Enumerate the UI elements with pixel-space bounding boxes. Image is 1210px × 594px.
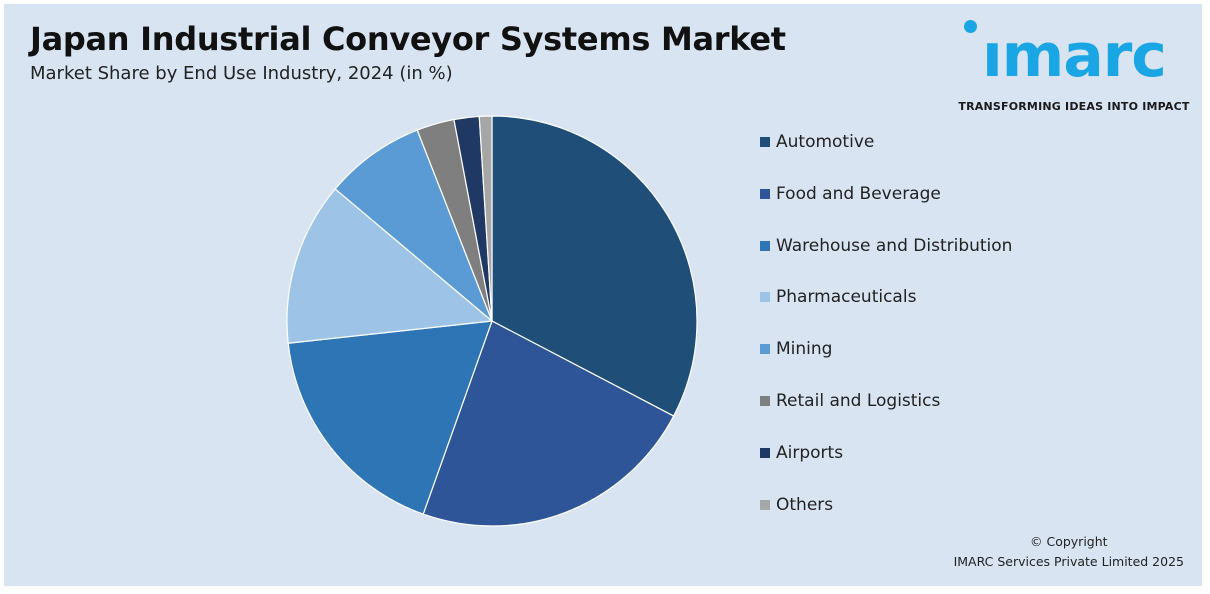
legend-swatch-warehouse-and-distribution bbox=[760, 240, 770, 251]
legend-label-airports: Airports bbox=[776, 442, 844, 463]
legend-swatch-airports bbox=[760, 447, 770, 458]
legend-label-mining: Mining bbox=[776, 339, 833, 360]
legend-swatch-others bbox=[760, 499, 770, 510]
legend-swatch-mining bbox=[760, 344, 770, 355]
imarc-logo: ımarc TRANSFORMING IDEAS INTO IMPACT bbox=[958, 16, 1190, 116]
pie-slice-warehouse-and-distribution bbox=[287, 320, 493, 515]
legend-label-retail-and-logistics: Retail and Logistics bbox=[776, 391, 941, 411]
pie-slice-food-and-beverage bbox=[422, 320, 675, 527]
pie-slice-automotive bbox=[491, 115, 698, 417]
copyright-notice: © Copyright IMARC Services Private Limit… bbox=[954, 532, 1184, 572]
legend-swatch-retail-and-logistics bbox=[760, 396, 770, 406]
legend-swatch-food-and-beverage bbox=[760, 188, 770, 199]
legend-label-food-and-beverage: Food and Beverage bbox=[776, 183, 941, 204]
copyright-line-2: IMARC Services Private Limited 2025 bbox=[953, 554, 1184, 569]
legend-swatch-pharmaceuticals bbox=[760, 292, 770, 303]
chart-subtitle: Market Share by End Use Industry, 2024 (… bbox=[30, 63, 453, 84]
logo-dot bbox=[964, 20, 977, 33]
logo-tagline: TRANSFORMING IDEAS INTO IMPACT bbox=[958, 100, 1190, 113]
pie-slice-mining bbox=[334, 129, 493, 322]
legend-label-automotive: Automotive bbox=[776, 132, 875, 152]
logo-wordmark: ımarc bbox=[982, 21, 1167, 91]
legend-label-warehouse-and-distribution: Warehouse and Distribution bbox=[776, 235, 1013, 256]
legend-label-others: Others bbox=[776, 494, 834, 515]
pie-slice-pharmaceuticals bbox=[286, 188, 494, 344]
chart-title: Japan Industrial Conveyor Systems Market bbox=[30, 20, 786, 58]
pie-slice-others bbox=[478, 115, 493, 322]
legend-swatch-automotive bbox=[760, 137, 770, 147]
copyright-line-1: © Copyright bbox=[1030, 534, 1108, 549]
legend-label-pharmaceuticals: Pharmaceuticals bbox=[776, 287, 917, 308]
